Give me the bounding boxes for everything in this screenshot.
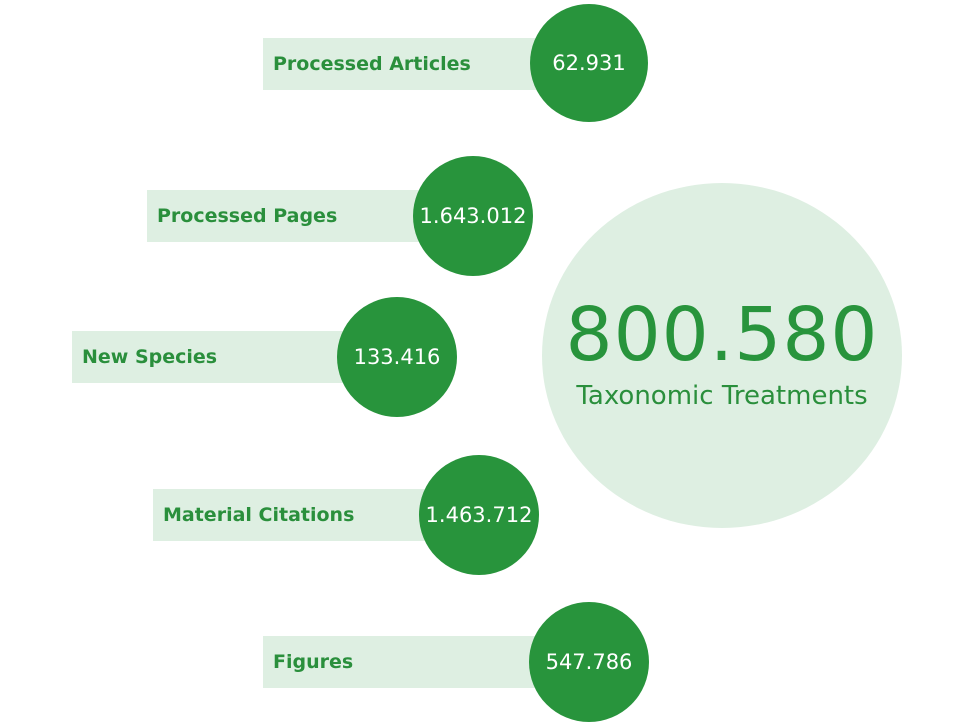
stat-value-figures: 547.786 [529,602,649,722]
stat-label-new-species: New Species [72,331,372,383]
stat-value-processed-pages: 1.643.012 [413,156,533,276]
headline-circle: 800.580 Taxonomic Treatments [542,183,902,528]
stat-value-material-citations: 1.463.712 [419,455,539,575]
headline-caption: Taxonomic Treatments [576,380,868,411]
stat-label-figures: Figures [263,636,563,688]
stat-value-new-species: 133.416 [337,297,457,417]
stat-value-processed-articles: 62.931 [530,4,648,122]
headline-value: 800.580 [565,291,879,378]
stat-label-processed-pages: Processed Pages [147,190,447,242]
stat-label-material-citations: Material Citations [153,489,453,541]
stat-label-processed-articles: Processed Articles [263,38,563,90]
